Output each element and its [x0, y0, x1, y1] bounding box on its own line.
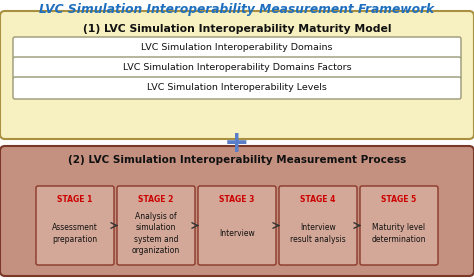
- Text: STAGE 4: STAGE 4: [301, 194, 336, 203]
- Text: STAGE 3: STAGE 3: [219, 194, 255, 203]
- Text: (1) LVC Simulation Interoperability Maturity Model: (1) LVC Simulation Interoperability Matu…: [83, 24, 391, 34]
- Text: LVC Simulation Interoperability Domains: LVC Simulation Interoperability Domains: [141, 44, 333, 52]
- Text: Maturity level
determination: Maturity level determination: [372, 223, 426, 244]
- FancyBboxPatch shape: [279, 186, 357, 265]
- Text: STAGE 1: STAGE 1: [57, 194, 93, 203]
- FancyBboxPatch shape: [13, 57, 461, 79]
- FancyBboxPatch shape: [0, 11, 474, 139]
- Text: LVC Simulation Interoperability Domains Factors: LVC Simulation Interoperability Domains …: [123, 64, 351, 73]
- Text: LVC Simulation Interoperability Levels: LVC Simulation Interoperability Levels: [147, 83, 327, 93]
- FancyBboxPatch shape: [13, 37, 461, 59]
- Text: +: +: [224, 129, 250, 158]
- Text: Interview
result analysis: Interview result analysis: [290, 223, 346, 244]
- Text: STAGE 5: STAGE 5: [382, 194, 417, 203]
- Text: LVC Simulation Interoperability Measurement Framework: LVC Simulation Interoperability Measurem…: [39, 3, 435, 16]
- FancyBboxPatch shape: [198, 186, 276, 265]
- FancyBboxPatch shape: [0, 146, 474, 276]
- Text: (2) LVC Simulation Interoperability Measurement Process: (2) LVC Simulation Interoperability Meas…: [68, 155, 406, 165]
- Text: Analysis of
simulation
system and
organization: Analysis of simulation system and organi…: [132, 212, 180, 255]
- Text: Interview: Interview: [219, 229, 255, 238]
- FancyBboxPatch shape: [36, 186, 114, 265]
- Text: STAGE 2: STAGE 2: [138, 194, 173, 203]
- FancyBboxPatch shape: [13, 77, 461, 99]
- FancyBboxPatch shape: [360, 186, 438, 265]
- FancyBboxPatch shape: [117, 186, 195, 265]
- Text: Assessment
preparation: Assessment preparation: [52, 223, 98, 244]
